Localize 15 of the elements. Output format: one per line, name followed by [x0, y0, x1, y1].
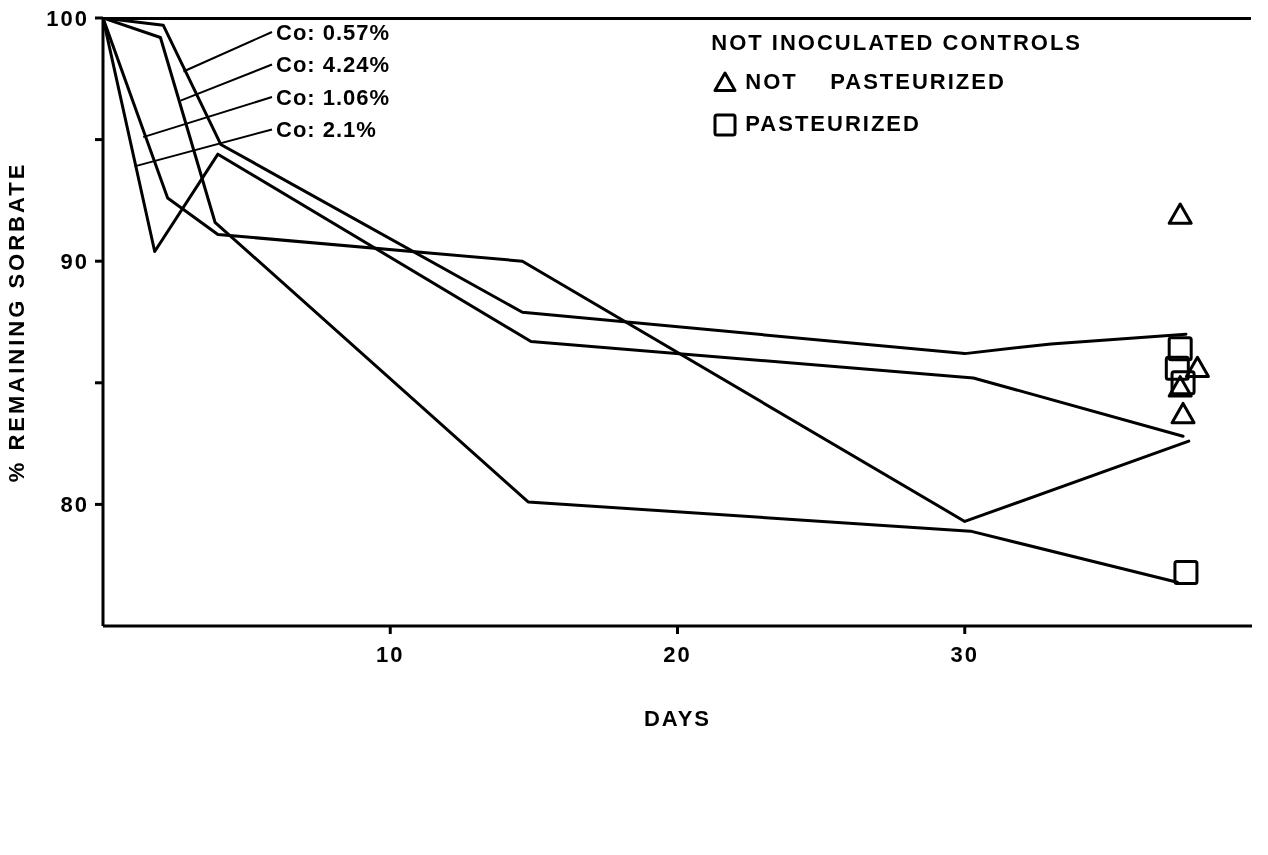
x-axis-title: DAYS [643, 706, 712, 731]
legend-title: NOT INOCULATED CONTROLS [711, 30, 1082, 56]
annotation: Co: 1.06% [276, 84, 391, 110]
annotation: Co: 4.24% [276, 52, 391, 77]
x-tick-label: 20 [663, 641, 692, 667]
annotation: Co: 2.1% [276, 117, 377, 142]
y-tick-label: 90 [60, 249, 89, 275]
y-tick-label: 100 [46, 5, 89, 31]
x-tick-label: 30 [950, 641, 979, 667]
x-tick-label: 10 [376, 641, 405, 667]
legend-label: PASTEURIZED [745, 111, 921, 137]
annotation: Co: 0.57% [276, 19, 391, 45]
y-tick-label: 80 [60, 492, 89, 518]
y-axis-title: % REMAINING SORBATE [3, 161, 29, 483]
legend-label: NOT PASTEURIZED [745, 69, 1006, 95]
